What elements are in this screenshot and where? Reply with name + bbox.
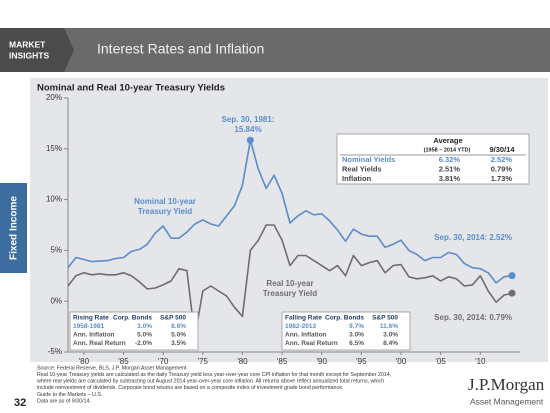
table-header: 9/30/14 <box>489 145 515 154</box>
footer-line: Source: Federal Reserve, BLS, J.P. Morga… <box>37 365 188 371</box>
table-cell: Ann. Real Return <box>285 340 338 347</box>
logo-sub: Asset Management <box>470 396 544 406</box>
sidebar <box>0 183 27 273</box>
footer-line: include reinvestment of dividends. Corpo… <box>37 385 344 391</box>
table-cell: 3.81% <box>439 174 461 183</box>
x-tick-label: '85 <box>118 357 129 366</box>
x-tick-label: '75 <box>198 357 209 366</box>
table-cell: Falling Rate <box>285 315 322 322</box>
logo: J.P.Morgan <box>468 375 545 394</box>
table-cell: 3.0% <box>383 332 398 339</box>
table-header: Average <box>433 136 462 145</box>
footer: Source: Federal Reserve, BLS, J.P. Morga… <box>37 365 391 404</box>
series-line <box>67 139 513 284</box>
annotation: Sep. 30, 1981: <box>222 115 275 124</box>
end-dot <box>508 272 516 280</box>
x-tick-label: '00 <box>396 357 407 366</box>
footer-line: Real 10-year Treasury yields are calcula… <box>37 372 391 378</box>
table-cell: Corp. Bonds <box>113 315 152 322</box>
footer-line: Guide to the Markets – U.S. <box>37 392 102 398</box>
x-tick-label: '95 <box>356 357 367 366</box>
x-tick-label: '70 <box>158 357 169 366</box>
header-band <box>0 28 550 72</box>
badge-line: INSIGHTS <box>9 50 49 60</box>
chart-title: Nominal and Real 10-year Treasury Yields <box>37 83 225 94</box>
y-tick-label: 5% <box>50 246 62 255</box>
table-cell: Corp. Bonds <box>325 315 364 322</box>
table-cell: 0.79% <box>491 164 513 173</box>
table-cell: 6.5% <box>349 340 364 347</box>
x-tick-label: '10 <box>475 357 486 366</box>
y-tick-label: 0% <box>50 296 62 305</box>
table-cell: 1.73% <box>491 174 513 183</box>
x-tick-label: '90 <box>316 357 327 366</box>
x-tick-label: '05 <box>435 357 446 366</box>
y-tick-label: 15% <box>46 144 62 153</box>
plot: -5% 0% 5% 10% 15% 20% '80 '85 '70 '75 '80 '85 '90 '95… <box>46 93 530 366</box>
return-table <box>281 311 411 351</box>
y-tick-label: -5% <box>48 347 62 356</box>
table-cell: -2.0% <box>135 340 152 347</box>
x-tick-label: '80 <box>237 357 248 366</box>
y-tick-label: 20% <box>46 93 62 102</box>
table-cell: 5.0% <box>137 332 152 339</box>
table-cell: Real Yields <box>342 164 382 173</box>
table-cell: 3.5% <box>171 340 186 347</box>
table-cell: 3.0% <box>137 323 152 330</box>
annotation: 15.84% <box>234 125 261 134</box>
table-cell: 1982-2013 <box>285 323 316 330</box>
end-dot <box>508 289 516 297</box>
table-cell: Nominal Yields <box>342 155 395 164</box>
table-cell: 11.6% <box>380 323 398 330</box>
table-header: (1958 – 2014 YTD) <box>424 147 471 153</box>
table-cell: 1958-1981 <box>73 323 104 330</box>
series-line <box>67 224 513 338</box>
annotation: Sep. 30, 2014: 0.79% <box>434 313 512 322</box>
table-cell: Ann. Real Return <box>73 340 126 347</box>
table-cell: Inflation <box>342 174 372 183</box>
y-tick-label: 10% <box>46 195 62 204</box>
table-cell: 8.4% <box>383 340 398 347</box>
x-tick-label: '85 <box>277 357 288 366</box>
table-cell: 2.52% <box>491 155 513 164</box>
peak-dot <box>246 136 254 144</box>
table-cell: Rising Rate <box>73 315 109 322</box>
table-cell: 6.32% <box>439 155 461 164</box>
table-cell: Ann. Inflation <box>285 332 327 339</box>
annotation: Sep. 30, 2014: 2.52% <box>434 233 512 242</box>
return-table <box>69 311 199 351</box>
header-title: Interest Rates and Inflation <box>97 41 264 57</box>
x-tick-label: '80 <box>79 357 90 366</box>
series-label: Real 10-year Treasury Yield <box>263 279 317 298</box>
table-cell: Ann. Inflation <box>73 332 115 339</box>
table-cell: 2.51% <box>439 164 461 173</box>
badge-line: MARKET <box>9 39 46 49</box>
footer-line: Data are as of 9/30/14. <box>37 398 91 404</box>
table-cell: S&P 500 <box>160 315 186 322</box>
series-label: Nominal 10-year Treasury Yield <box>134 197 196 216</box>
table-cell: 9.7% <box>349 323 364 330</box>
footer-line: where real yields are calculated by subt… <box>37 379 384 385</box>
sidebar-label: Fixed Income <box>9 196 20 260</box>
average-table <box>336 133 530 185</box>
table-cell: 3.0% <box>349 332 364 339</box>
header-badge <box>0 28 74 72</box>
table-cell: S&P 500 <box>372 315 398 322</box>
page-number: 32 <box>14 397 26 409</box>
table-cell: 5.0% <box>171 332 186 339</box>
table-cell: 8.6% <box>171 323 186 330</box>
